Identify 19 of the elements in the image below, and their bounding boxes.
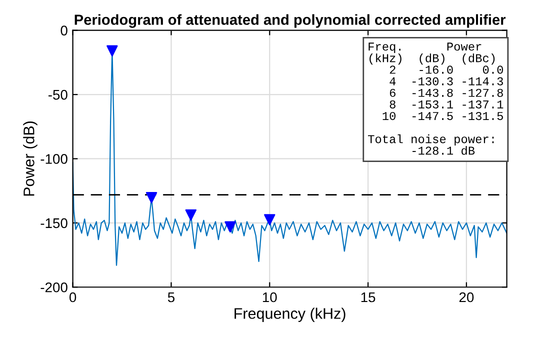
y-tick-label: -100 (40, 154, 68, 164)
x-tick-label: 5 (168, 292, 174, 302)
text: Freq. Power (kHz) (dB) (dBc) 2 -16.0 0.0 4 -130.3 -114.3 6 -143.8 -127.8 8 -153.1 -137.1 10 -147.5 -131.5 Total noise power: -128.1 dB (368, 42, 504, 155)
y-tick-label: 0 (60, 26, 68, 36)
x-tick-label: 15 (361, 292, 376, 302)
chart-title: Periodogram of attenuated and polynomial corrected amplifier (74, 14, 506, 28)
point (264, 214, 276, 226)
x-tick-label: 10 (262, 292, 277, 302)
y-axis-title: Power (dB) (23, 121, 38, 196)
point (185, 209, 196, 221)
y-tick-label: -150 (40, 218, 68, 228)
point (224, 221, 236, 233)
y-tick-label: -200 (40, 282, 68, 292)
x-tick-label: 20 (459, 292, 474, 302)
point (146, 192, 158, 204)
y-tick-label: -50 (48, 90, 68, 100)
x-axis-title: Frequency (kHz) (234, 308, 346, 322)
x-tick-label: 0 (69, 292, 76, 302)
point (106, 45, 118, 56)
